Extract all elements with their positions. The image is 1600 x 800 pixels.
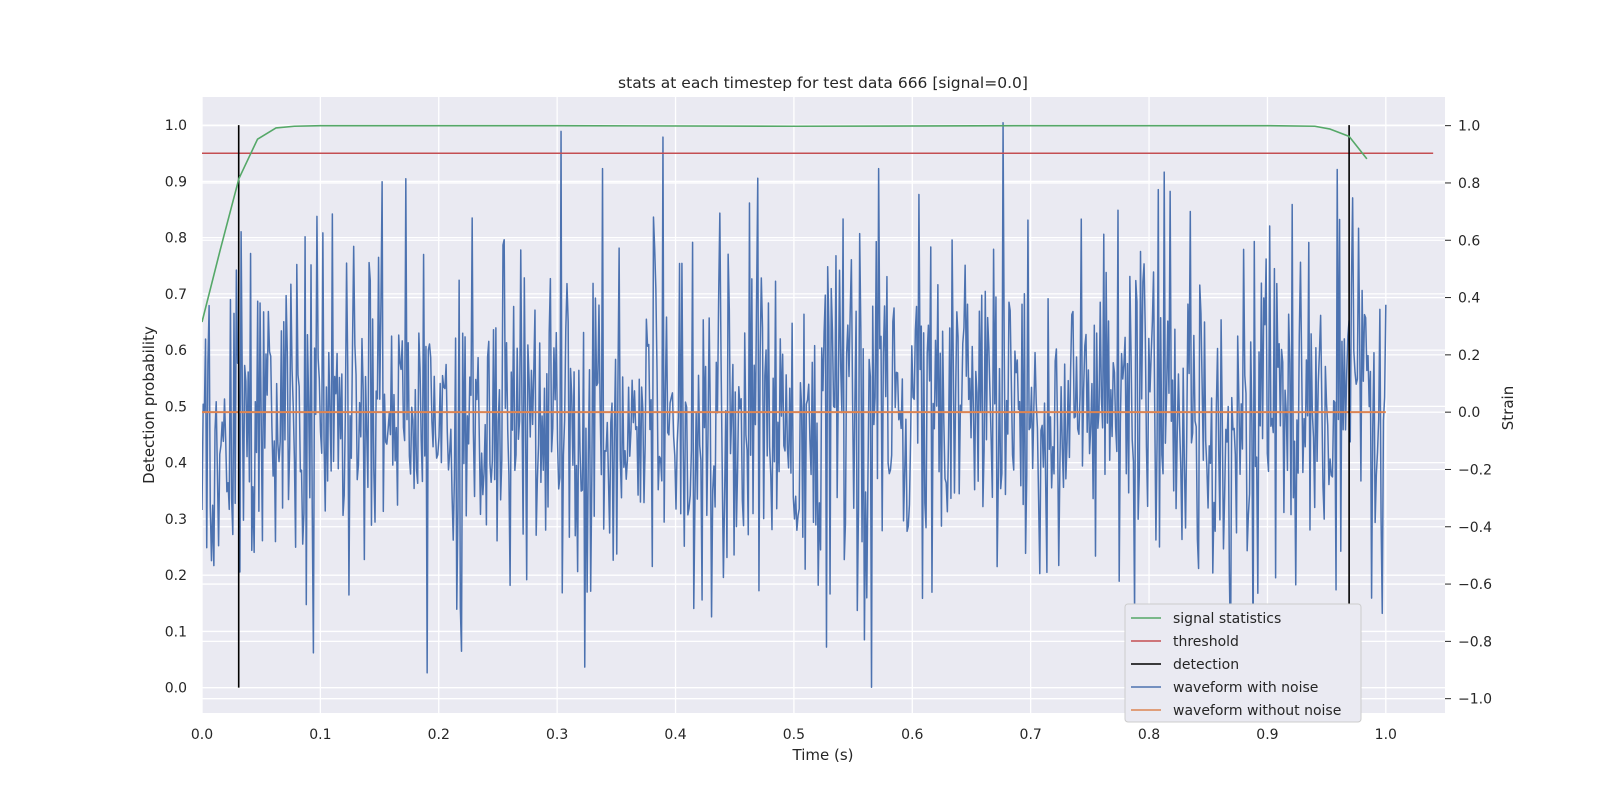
x-tick-label: 0.7 <box>1020 727 1042 743</box>
y-tick-label-left: 0.5 <box>165 399 187 415</box>
legend-label-waveform-with-noise: waveform with noise <box>1173 680 1318 696</box>
y-tick-label-right: 0.8 <box>1458 176 1480 192</box>
legend-label-threshold: threshold <box>1173 634 1239 650</box>
y-axis-label-right: Strain <box>1499 386 1517 430</box>
legend-label-detection: detection <box>1173 657 1239 673</box>
y-tick-label-right: −1.0 <box>1458 692 1492 708</box>
y-tick-label-right: 1.0 <box>1458 119 1480 135</box>
y-tick-label-left: 0.1 <box>165 624 187 640</box>
x-tick-label: 0.0 <box>191 727 213 743</box>
legend: signal statistics threshold detection wa… <box>1124 603 1362 723</box>
y-tick-label-left: 0.8 <box>165 231 187 247</box>
y-tick-label-right: 0.0 <box>1458 405 1480 421</box>
x-tick-label: 0.6 <box>901 727 923 743</box>
right-axis-ticks: −1.0 −0.8 −0.6 −0.4 −0.2 0.0 0.2 0.4 0.6 0.8 1.0 <box>1445 119 1492 708</box>
x-tick-label: 0.4 <box>664 727 686 743</box>
y-tick-label-left: 0.3 <box>165 512 187 528</box>
legend-label-signal-statistics: signal statistics <box>1173 611 1281 627</box>
y-tick-label-right: 0.2 <box>1458 348 1480 364</box>
series-layer <box>202 122 1434 688</box>
x-tick-label: 0.8 <box>1138 727 1160 743</box>
y-tick-label-right: −0.8 <box>1458 634 1492 650</box>
legend-label-waveform-without-noise: waveform without noise <box>1173 703 1341 719</box>
y-tick-label-right: 0.6 <box>1458 233 1480 249</box>
y-tick-label-right: 0.4 <box>1458 291 1480 307</box>
y-tick-label-left: 0.9 <box>165 174 187 190</box>
x-tick-label: 1.0 <box>1375 727 1397 743</box>
y-tick-label-left: 0.4 <box>165 456 187 472</box>
x-tick-label: 0.3 <box>546 727 568 743</box>
y-tick-label-right: −0.2 <box>1458 462 1492 478</box>
x-tick-label: 0.1 <box>309 727 331 743</box>
x-tick-label: 0.5 <box>783 727 805 743</box>
y-tick-label-right: −0.6 <box>1458 577 1492 593</box>
x-axis-ticks: 0.0 0.1 0.2 0.3 0.4 0.5 0.6 0.7 0.8 0.9 1.0 <box>191 727 1397 743</box>
y-tick-label-left: 0.0 <box>165 681 187 697</box>
chart-title: stats at each timestep for test data 666… <box>618 74 1028 92</box>
legend-box <box>1124 603 1362 723</box>
y-tick-label-left: 0.6 <box>165 343 187 359</box>
y-axis-label-left: Detection probability <box>140 326 158 484</box>
y-tick-label-left: 1.0 <box>165 118 187 134</box>
x-axis-label: Time (s) <box>792 746 854 764</box>
y-tick-label-left: 0.2 <box>165 568 187 584</box>
waveform-with-noise-line <box>202 122 1387 688</box>
x-tick-label: 0.9 <box>1256 727 1278 743</box>
y-tick-label-right: −0.4 <box>1458 520 1492 536</box>
signal-statistics-line <box>202 124 1368 323</box>
left-axis-ticks: 0.0 0.1 0.2 0.3 0.4 0.5 0.6 0.7 0.8 0.9 1.0 <box>165 118 187 697</box>
y-tick-label-left: 0.7 <box>165 287 187 303</box>
x-tick-label: 0.2 <box>428 727 450 743</box>
